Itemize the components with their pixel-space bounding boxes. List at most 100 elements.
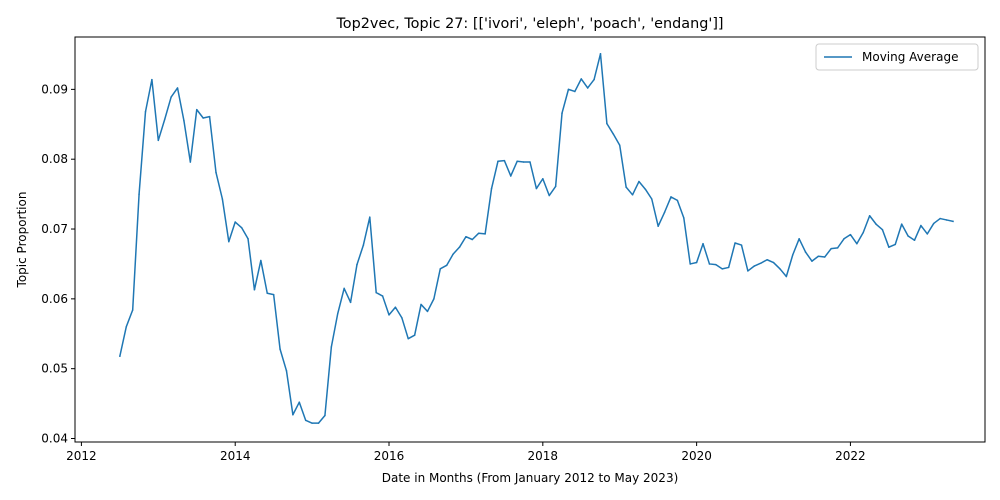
data-point [599, 53, 602, 55]
data-point [811, 260, 813, 262]
data-point [618, 144, 621, 146]
data-point [260, 259, 262, 262]
data-point [170, 96, 172, 98]
data-point [529, 161, 531, 163]
data-point [817, 255, 820, 258]
data-point [727, 266, 730, 269]
data-point [272, 293, 275, 296]
y-tick-label: 0.06 [41, 292, 68, 306]
data-point [644, 188, 647, 190]
data-point [330, 346, 333, 348]
data-point [907, 235, 909, 237]
data-point [240, 226, 243, 229]
data-point [125, 326, 128, 328]
y-tick-label: 0.08 [41, 152, 68, 166]
data-point [900, 223, 903, 225]
data-point [798, 238, 800, 240]
data-point [747, 270, 749, 272]
data-point [804, 251, 807, 253]
data-point [183, 120, 185, 122]
data-point [465, 235, 467, 238]
data-point [234, 221, 236, 223]
data-point [651, 198, 653, 200]
data-point [663, 211, 666, 214]
data-point [535, 187, 538, 190]
data-point [939, 217, 941, 220]
data-point [631, 194, 634, 196]
data-point [580, 78, 583, 80]
data-point [881, 228, 884, 231]
data-point [266, 292, 268, 295]
legend-box [815, 43, 979, 71]
data-point [721, 268, 723, 270]
data-point [324, 414, 326, 417]
chart-title: Top2vec, Topic 27: [['ivori', 'eleph', '… [335, 16, 723, 32]
data-point [298, 401, 301, 403]
data-point [638, 180, 640, 183]
data-point [196, 108, 198, 111]
data-point [484, 233, 486, 235]
data-point [894, 243, 897, 246]
data-point [189, 161, 192, 163]
data-point [420, 303, 422, 306]
data-point [792, 254, 794, 256]
data-point [561, 112, 563, 114]
data-point [567, 88, 570, 91]
data-point [407, 337, 409, 340]
data-point [875, 223, 877, 225]
data-point [176, 87, 179, 89]
data-point [670, 196, 672, 198]
data-point [708, 263, 711, 265]
data-point [715, 263, 717, 266]
data-point [657, 225, 659, 227]
data-point [349, 301, 352, 304]
data-point [766, 259, 768, 261]
data-point [926, 233, 929, 235]
data-point [593, 78, 595, 81]
data-point [849, 233, 852, 236]
data-point [542, 178, 544, 180]
data-point [317, 422, 320, 424]
data-point [888, 246, 890, 248]
x-tick-label: 2022 [835, 449, 866, 463]
data-point [702, 242, 704, 245]
data-point [452, 253, 454, 255]
x-tick-label: 2012 [66, 449, 97, 463]
data-point [952, 220, 954, 223]
data-point [753, 265, 756, 267]
x-axis-label: Date in Months (From January 2012 to May… [382, 471, 679, 485]
data-point [362, 244, 365, 246]
data-point [247, 238, 249, 240]
data-point [689, 263, 691, 265]
data-point [413, 334, 416, 336]
y-tick-label: 0.05 [41, 362, 68, 376]
data-point [253, 289, 256, 291]
data-point [772, 261, 775, 264]
data-point [202, 117, 204, 119]
data-point [151, 78, 153, 81]
data-point [343, 287, 345, 290]
data-point [157, 139, 160, 142]
data-point [497, 160, 499, 163]
y-tick-label: 0.04 [41, 432, 68, 446]
data-point [503, 159, 506, 162]
data-point [830, 247, 832, 250]
data-point [779, 268, 781, 270]
data-point [785, 275, 788, 278]
data-point [401, 316, 403, 319]
data-point [356, 263, 358, 266]
data-point [381, 295, 384, 297]
legend-label: Moving Average [862, 50, 958, 64]
y-axis: 0.04 0.05 0.06 0.07 0.08 0.09 [41, 82, 75, 446]
y-tick-label: 0.07 [41, 222, 68, 236]
data-point [337, 312, 339, 315]
data-point [221, 198, 224, 200]
plot-frame [74, 36, 986, 443]
data-point [292, 414, 294, 416]
x-tick-label: 2016 [374, 449, 405, 463]
data-point [426, 310, 429, 313]
data-point [311, 422, 313, 424]
data-point [304, 419, 307, 422]
